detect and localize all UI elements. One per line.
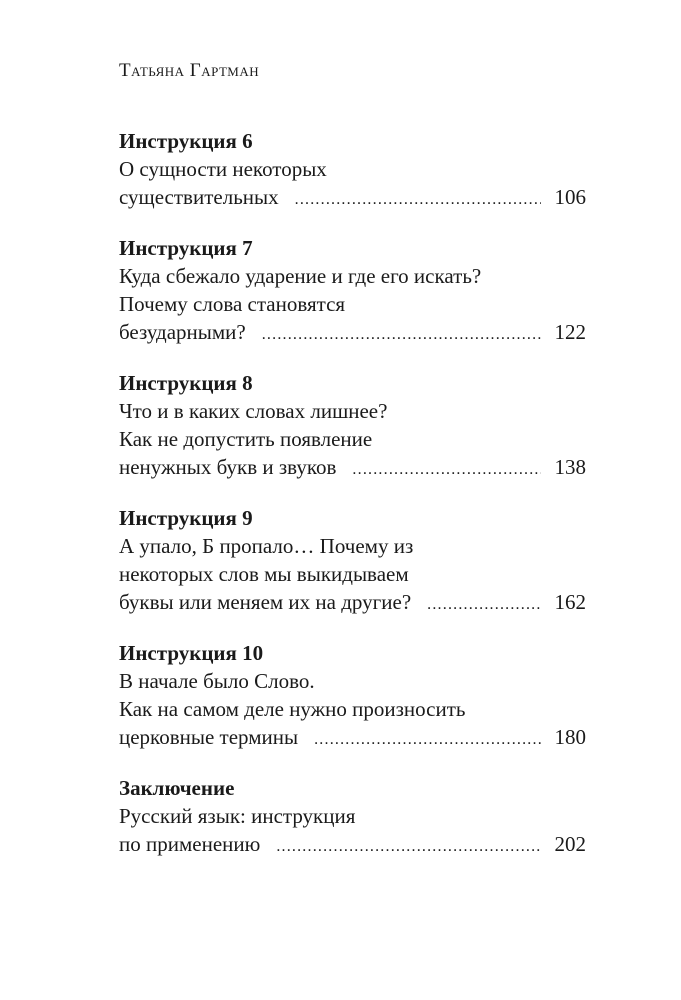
toc-entry-title-text: существительных — [119, 185, 279, 209]
toc-entry-title-line: Как на самом деле нужно произносить — [119, 695, 586, 723]
toc-entry-title-line: А упало, Б пропало… Почему из — [119, 532, 586, 560]
toc-entry-title-line: В начале было Слово. — [119, 667, 586, 695]
toc-entry-title-text: безударными? — [119, 320, 246, 344]
dot-leader: ........................................… — [352, 461, 541, 478]
toc-entry-title-line: Куда сбежало ударение и где его искать? — [119, 262, 586, 290]
toc-entry-page-number: 180 — [554, 725, 587, 749]
toc-entry-title-text: Как на самом деле нужно произносить — [119, 697, 466, 721]
toc-entry-heading: Инструкция 9 — [119, 506, 253, 530]
toc-entry-title-line: О сущности некоторых — [119, 155, 586, 183]
toc-entry-title-line: некоторых слов мы выкидываем — [119, 560, 586, 588]
dot-leader: ........................................… — [294, 191, 541, 208]
toc-entry-title-line: Почему слова становятся — [119, 290, 586, 318]
toc-entry-title-line: буквы или меняем их на другие?..........… — [119, 588, 586, 616]
toc-entry-title-line: по применению...........................… — [119, 830, 586, 858]
toc-entry-title-text: ненужных букв и звуков — [119, 455, 337, 479]
toc-entry-title-text: О сущности некоторых — [119, 157, 327, 181]
toc-entry-page-number: 122 — [554, 320, 587, 344]
toc-entry-heading: Инструкция 6 — [119, 129, 253, 153]
dot-leader: ........................................… — [261, 326, 541, 343]
toc-entry-title-text: Что и в каких словах лишнее? — [119, 399, 388, 423]
toc-entry: Инструкция 10 В начале было Слово. Как на … — [119, 639, 586, 751]
toc-entry-title-text: буквы или меняем их на другие? — [119, 590, 412, 614]
dot-leader: ........................................… — [427, 596, 540, 613]
toc-entry-heading: Инструкция 8 — [119, 371, 253, 395]
toc-entry-page-number: 202 — [554, 832, 587, 856]
toc-entry-heading: Заключение — [119, 776, 235, 800]
toc-entry-heading: Инструкция 10 — [119, 641, 264, 665]
toc-entry-title-text: церковные термины — [119, 725, 299, 749]
toc-entry-page-number: 138 — [554, 455, 587, 479]
toc-entry: Инструкция 7 Куда сбежало ударение и где … — [119, 234, 586, 346]
toc-entry-title-text: Куда сбежало ударение и где его искать? — [119, 264, 482, 288]
toc-entry-title-line: существительных.........................… — [119, 183, 586, 211]
toc-entry-title-text: В начале было Слово. — [119, 669, 315, 693]
toc-entry-title-line: безударными?............................… — [119, 318, 586, 346]
dot-leader: ........................................… — [314, 731, 540, 748]
toc-entry-page-number: 106 — [554, 185, 587, 209]
dot-leader: ........................................… — [276, 838, 540, 855]
toc-entry-title-text: Русский язык: инструкция — [119, 804, 356, 828]
toc-entry-title-text: А упало, Б пропало… Почему из — [119, 534, 414, 558]
toc-entry-title-line: Русский язык: инструкция — [119, 802, 586, 830]
toc-entry-title-line: Что и в каких словах лишнее? — [119, 397, 586, 425]
running-header-author: Татьяна Гартман — [119, 60, 260, 81]
toc-entry-page-number: 162 — [554, 590, 587, 614]
toc-entry-title-line: церковные термины.......................… — [119, 723, 586, 751]
toc-entry: Заключение Русский язык: инструкция по при… — [119, 774, 586, 858]
toc-entry: Инструкция 9 А упало, Б пропало… Почему и… — [119, 504, 586, 616]
toc-entry-title-text: некоторых слов мы выкидываем — [119, 562, 409, 586]
toc-entry-title-text: по применению — [119, 832, 261, 856]
toc-entry-heading: Инструкция 7 — [119, 236, 253, 260]
toc-entry-title-line: ненужных букв и звуков..................… — [119, 453, 586, 481]
toc-entry-title-text: Почему слова становятся — [119, 292, 346, 316]
toc-entry: Инструкция 8 Что и в каких словах лишнее?… — [119, 369, 586, 481]
toc-entry-title-text: Как не допустить появление — [119, 427, 373, 451]
toc-entry-title-line: Как не допустить появление — [119, 425, 586, 453]
